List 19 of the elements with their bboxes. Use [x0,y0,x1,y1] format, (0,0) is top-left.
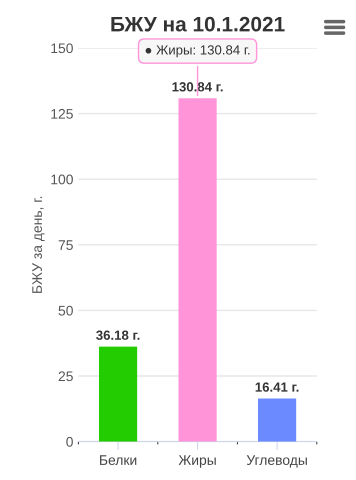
y-axis-title: БЖУ за день, г. [32,196,45,293]
data-label: 130.84 г. [172,82,223,92]
annotation: ● Жиры: 130.84 г. [146,45,250,58]
data-label: 36.18 г. [96,330,140,340]
x-tick-label: Белки [100,455,136,465]
y-tick-label: 50 [58,306,73,316]
y-tick-label: 0 [66,436,73,447]
y-tick-label: 125 [51,108,73,119]
y-tick-label: 25 [58,371,73,382]
y-tick-label: 100 [51,174,73,184]
data-label: 16.41 г. [256,382,298,392]
bar [258,398,296,442]
chart-title: БЖУ на 10.1.2021 [111,16,285,32]
y-tick-label: 150 [51,43,73,54]
y-tick-label: 75 [58,240,73,250]
x-tick-label: Жиры [178,455,216,468]
bar [98,346,138,442]
x-tick-label: Углеводы [246,455,307,468]
bar [178,98,217,442]
